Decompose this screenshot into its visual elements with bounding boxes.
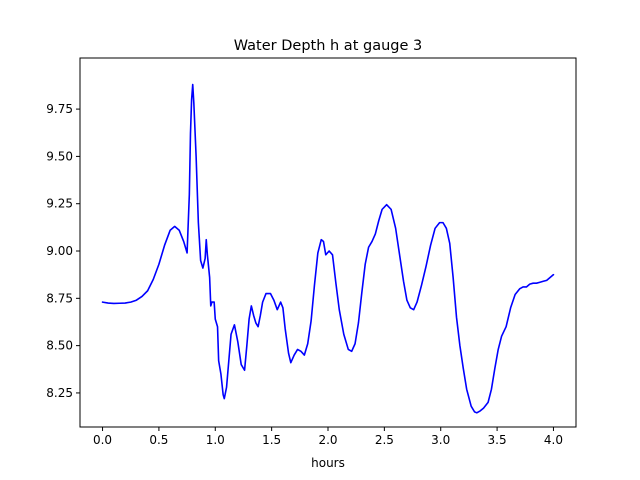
x-tick-label: 2.5 [375, 433, 394, 447]
y-tick-label: 9.00 [46, 244, 73, 258]
x-tick-label: 1.0 [206, 433, 225, 447]
x-tick-label: 3.5 [488, 433, 507, 447]
series-line-0 [101, 83, 555, 414]
axes-frame [79, 57, 577, 428]
x-tick-label: 2.0 [318, 433, 337, 447]
x-tick-label: 0.5 [149, 433, 168, 447]
chart-title: Water Depth h at gauge 3 [234, 38, 422, 54]
y-tick-label: 8.25 [46, 386, 73, 400]
y-tick-label: 8.50 [46, 339, 73, 353]
x-tick-label: 1.5 [262, 433, 281, 447]
x-tick-label: 0.0 [93, 433, 112, 447]
y-tick-label: 9.50 [46, 149, 73, 163]
y-tick-label: 8.75 [46, 291, 73, 305]
y-axis-ticks: 8.25 8.50 8.75 9.00 9.25 9.50 9.75 [46, 102, 80, 400]
y-tick-label: 9.75 [46, 102, 73, 116]
x-tick-label: 3.0 [431, 433, 450, 447]
x-axis-ticks: 0.0 0.5 1.0 1.5 2.0 2.5 3.0 3.5 4.0 [93, 427, 563, 447]
x-axis-label: hours [311, 456, 345, 470]
x-tick-label: 4.0 [544, 433, 563, 447]
y-tick-label: 9.25 [46, 197, 73, 211]
plot-area [101, 83, 555, 414]
